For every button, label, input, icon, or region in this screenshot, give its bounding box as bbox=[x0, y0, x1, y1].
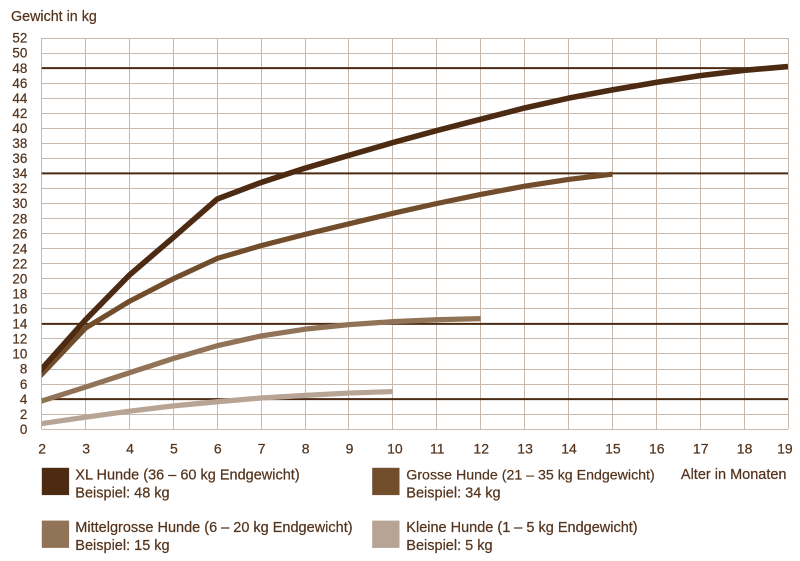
svg-text:3: 3 bbox=[82, 441, 90, 457]
svg-text:28: 28 bbox=[12, 211, 27, 226]
svg-text:16: 16 bbox=[12, 302, 27, 317]
svg-text:42: 42 bbox=[12, 106, 27, 121]
svg-text:40: 40 bbox=[12, 121, 27, 136]
svg-text:36: 36 bbox=[12, 151, 27, 166]
svg-text:6: 6 bbox=[214, 441, 222, 457]
svg-text:0: 0 bbox=[20, 422, 27, 437]
svg-text:26: 26 bbox=[12, 226, 27, 241]
svg-text:Gewicht in kg: Gewicht in kg bbox=[11, 9, 97, 25]
svg-text:10: 10 bbox=[387, 441, 403, 457]
svg-text:52: 52 bbox=[12, 31, 27, 46]
svg-text:Grosse Hunde (21 – 35 kg Endge: Grosse Hunde (21 – 35 kg Endgewicht) bbox=[406, 467, 654, 483]
svg-text:18: 18 bbox=[737, 441, 753, 457]
svg-text:22: 22 bbox=[12, 256, 27, 271]
svg-text:18: 18 bbox=[12, 286, 27, 301]
svg-text:Beispiel: 48 kg: Beispiel: 48 kg bbox=[75, 485, 169, 501]
svg-text:Mittelgrosse Hunde (6 – 20 kg: Mittelgrosse Hunde (6 – 20 kg Endgewicht… bbox=[75, 520, 352, 536]
svg-text:20: 20 bbox=[12, 271, 27, 286]
svg-text:Alter in Monaten: Alter in Monaten bbox=[681, 467, 787, 483]
svg-text:19: 19 bbox=[777, 441, 793, 457]
svg-text:14: 14 bbox=[561, 441, 577, 457]
svg-text:50: 50 bbox=[12, 46, 27, 61]
svg-text:12: 12 bbox=[12, 332, 27, 347]
svg-text:2: 2 bbox=[20, 407, 27, 422]
svg-text:Beispiel: 5 kg: Beispiel: 5 kg bbox=[406, 538, 492, 554]
svg-text:5: 5 bbox=[170, 441, 178, 457]
svg-text:Kleine Hunde (1 – 5 kg Endgewi: Kleine Hunde (1 – 5 kg Endgewicht) bbox=[406, 520, 637, 536]
svg-text:4: 4 bbox=[20, 392, 28, 407]
svg-text:8: 8 bbox=[302, 441, 310, 457]
svg-text:44: 44 bbox=[12, 91, 27, 106]
svg-text:13: 13 bbox=[517, 441, 533, 457]
svg-text:10: 10 bbox=[12, 347, 27, 362]
svg-text:17: 17 bbox=[693, 441, 709, 457]
svg-text:38: 38 bbox=[12, 136, 27, 151]
svg-text:7: 7 bbox=[258, 441, 266, 457]
svg-text:Beispiel: 15 kg: Beispiel: 15 kg bbox=[75, 538, 169, 554]
svg-text:15: 15 bbox=[605, 441, 621, 457]
svg-text:4: 4 bbox=[126, 441, 134, 457]
svg-text:16: 16 bbox=[649, 441, 665, 457]
svg-text:8: 8 bbox=[20, 362, 27, 377]
svg-text:30: 30 bbox=[12, 196, 27, 211]
svg-text:14: 14 bbox=[12, 317, 27, 332]
svg-text:2: 2 bbox=[38, 441, 46, 457]
svg-text:24: 24 bbox=[12, 241, 27, 256]
svg-text:11: 11 bbox=[430, 441, 445, 457]
svg-text:XL Hunde (36 – 60 kg Endgewich: XL Hunde (36 – 60 kg Endgewicht) bbox=[75, 467, 299, 483]
svg-text:12: 12 bbox=[473, 441, 489, 457]
svg-text:48: 48 bbox=[12, 61, 27, 76]
svg-text:Beispiel: 34 kg: Beispiel: 34 kg bbox=[406, 485, 500, 501]
svg-text:46: 46 bbox=[12, 76, 27, 91]
svg-text:32: 32 bbox=[12, 181, 27, 196]
svg-text:6: 6 bbox=[20, 377, 27, 392]
svg-text:34: 34 bbox=[12, 166, 27, 181]
svg-text:9: 9 bbox=[346, 441, 354, 457]
